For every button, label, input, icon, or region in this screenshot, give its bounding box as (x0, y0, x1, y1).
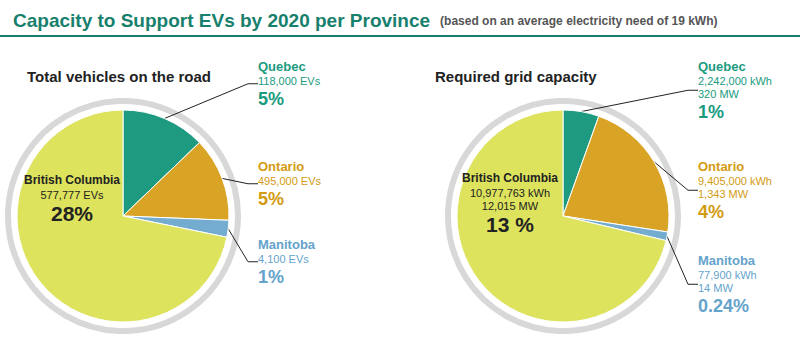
svg-text:1%: 1% (258, 267, 284, 287)
svg-text:5%: 5% (258, 89, 284, 109)
svg-text:14 MW: 14 MW (698, 282, 733, 294)
svg-text:0.24%: 0.24% (698, 296, 749, 316)
svg-text:Quebec: Quebec (258, 59, 306, 74)
svg-text:Required grid capacity: Required grid capacity (435, 68, 597, 85)
svg-text:4,100 EVs: 4,100 EVs (258, 253, 309, 265)
svg-text:320 MW: 320 MW (698, 88, 740, 100)
svg-text:(based on an average electrici: (based on an average electricity need of… (440, 14, 717, 28)
svg-text:1%: 1% (698, 102, 724, 122)
svg-text:4%: 4% (698, 202, 724, 222)
svg-text:Ontario: Ontario (698, 159, 744, 174)
svg-text:Manitoba: Manitoba (258, 237, 316, 252)
svg-text:12,015 MW: 12,015 MW (482, 200, 539, 212)
svg-text:495,000 EVs: 495,000 EVs (258, 175, 321, 187)
svg-text:28%: 28% (51, 202, 93, 225)
svg-text:118,000 EVs: 118,000 EVs (258, 75, 321, 87)
svg-text:10,977,763 kWh: 10,977,763 kWh (470, 187, 550, 199)
svg-text:5%: 5% (258, 189, 284, 209)
svg-text:77,900 kWh: 77,900 kWh (698, 269, 757, 281)
svg-text:13 %: 13 % (486, 213, 534, 236)
svg-text:2,242,000 kWh: 2,242,000 kWh (698, 75, 772, 87)
svg-text:British Columbia: British Columbia (24, 173, 120, 187)
svg-text:British Columbia: British Columbia (462, 171, 558, 185)
svg-text:Total vehicles on the road: Total vehicles on the road (27, 68, 211, 85)
svg-text:Manitoba: Manitoba (698, 253, 756, 268)
svg-text:Ontario: Ontario (258, 159, 304, 174)
svg-text:1,343 MW: 1,343 MW (698, 188, 749, 200)
svg-text:9,405,000 kWh: 9,405,000 kWh (698, 175, 772, 187)
svg-text:Quebec: Quebec (698, 59, 746, 74)
svg-text:577,777 EVs: 577,777 EVs (41, 189, 104, 201)
svg-text:Capacity to Support EVs by 202: Capacity to Support EVs by 2020 per Prov… (13, 10, 430, 31)
